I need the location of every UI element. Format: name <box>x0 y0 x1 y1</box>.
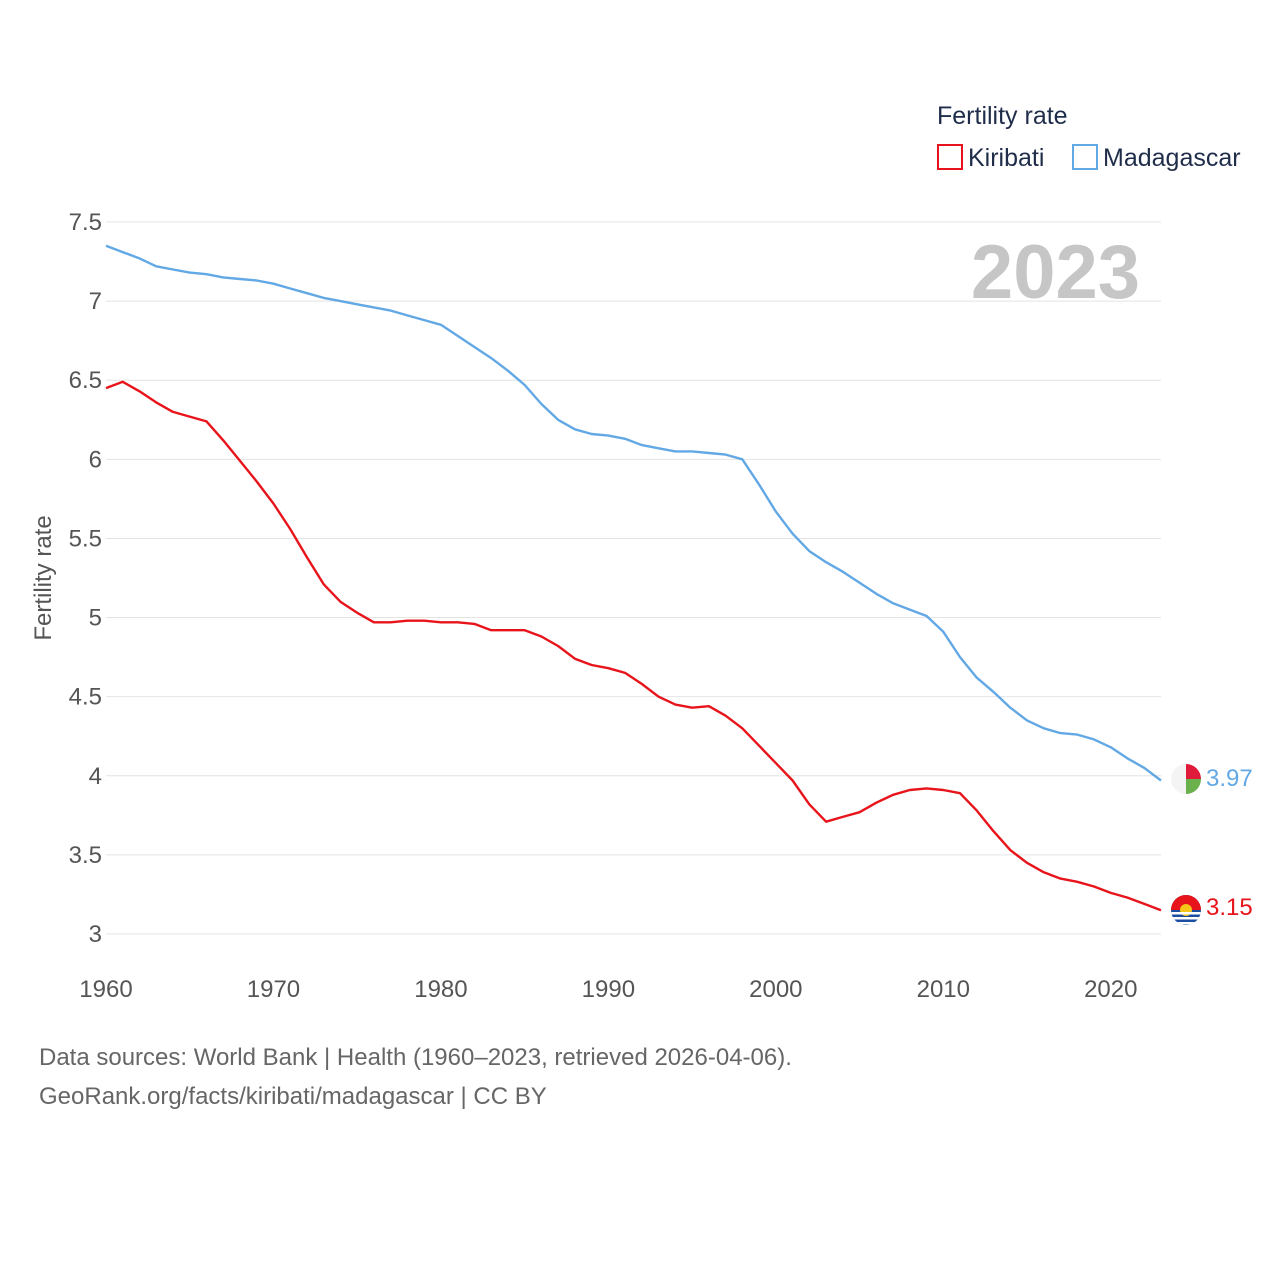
legend-swatch-madagascar <box>1072 144 1098 170</box>
y-tick-label: 4.5 <box>69 684 102 711</box>
kiribati-flag-icon <box>1171 895 1201 925</box>
year-watermark: 2023 <box>971 230 1140 315</box>
y-tick-label: 5.5 <box>69 525 102 552</box>
legend-label-kiribati: Kiribati <box>968 144 1044 172</box>
madagascar-flag-icon <box>1171 764 1201 794</box>
x-tick-label: 1970 <box>247 976 300 1003</box>
x-axis: 1960 1970 1980 1990 2000 2010 2020 <box>79 976 1137 1003</box>
y-tick-label: 3.5 <box>69 842 102 869</box>
footer-source: Data sources: World Bank | Health (1960–… <box>39 1044 792 1071</box>
series-lines <box>105 244 1162 912</box>
legend-swatch-kiribati <box>937 144 963 170</box>
y-tick-label: 5 <box>89 605 102 632</box>
x-tick-label: 2020 <box>1084 976 1137 1003</box>
x-tick-label: 1990 <box>582 976 635 1003</box>
y-axis: 3 3.5 4 4.5 5 5.5 6 6.5 7 7.5 <box>69 209 102 948</box>
y-tick-label: 7 <box>89 288 102 315</box>
y-tick-label: 6 <box>89 446 102 473</box>
grid-lines <box>106 221 1161 935</box>
x-tick-label: 1980 <box>414 976 467 1003</box>
end-label-madagascar: 3.97 <box>1206 765 1253 792</box>
end-label-kiribati: 3.15 <box>1206 894 1253 921</box>
y-tick-label: 6.5 <box>69 367 102 394</box>
legend-title: Fertility rate <box>937 102 1068 130</box>
y-tick-label: 7.5 <box>69 209 102 236</box>
y-axis-label: Fertility rate <box>30 515 57 640</box>
legend: Fertility rate Kiribati Madagascar <box>937 102 1241 172</box>
y-tick-label: 4 <box>89 763 102 790</box>
series-line-kiribati <box>105 380 1162 912</box>
x-tick-label: 2000 <box>749 976 802 1003</box>
x-tick-label: 2010 <box>917 976 970 1003</box>
series-line-madagascar <box>105 244 1162 782</box>
legend-label-madagascar: Madagascar <box>1103 144 1241 172</box>
x-tick-label: 1960 <box>79 976 132 1003</box>
footer-credit: GeoRank.org/facts/kiribati/madagascar | … <box>39 1083 547 1110</box>
y-tick-label: 3 <box>89 921 102 948</box>
